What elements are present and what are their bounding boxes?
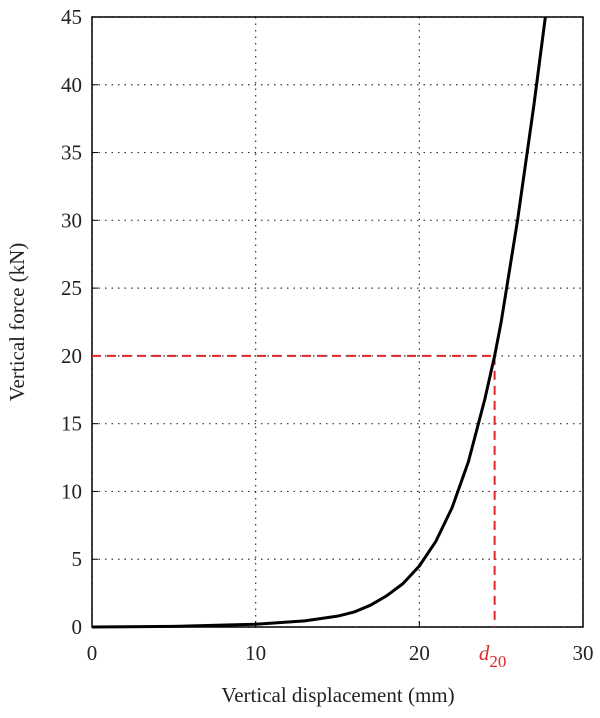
- x-tick-label: 0: [87, 641, 98, 665]
- y-tick-label: 20: [61, 344, 82, 368]
- x-axis-label: Vertical displacement (mm): [221, 683, 454, 707]
- data-line: [91, 16, 547, 629]
- y-tick-label: 40: [61, 73, 82, 97]
- y-tick-label: 25: [61, 276, 82, 300]
- y-tick-label: 30: [61, 208, 82, 232]
- reference-label: d20: [479, 641, 507, 671]
- reference-label-sub: 20: [489, 652, 506, 671]
- y-axis-label: Vertical force (kN): [5, 243, 29, 402]
- y-tick-label: 0: [72, 615, 83, 639]
- plot-frame: [91, 16, 584, 628]
- x-tick-label: 10: [245, 641, 266, 665]
- y-tick-label: 35: [61, 141, 82, 165]
- y-tick-label: 15: [61, 412, 82, 436]
- y-tick-label: 10: [61, 479, 82, 503]
- reference-label-main: d: [479, 641, 490, 665]
- x-tick-label: 20: [409, 641, 430, 665]
- x-tick-label: 30: [573, 641, 594, 665]
- y-tick-label: 5: [72, 547, 83, 571]
- y-tick-label: 45: [61, 5, 82, 29]
